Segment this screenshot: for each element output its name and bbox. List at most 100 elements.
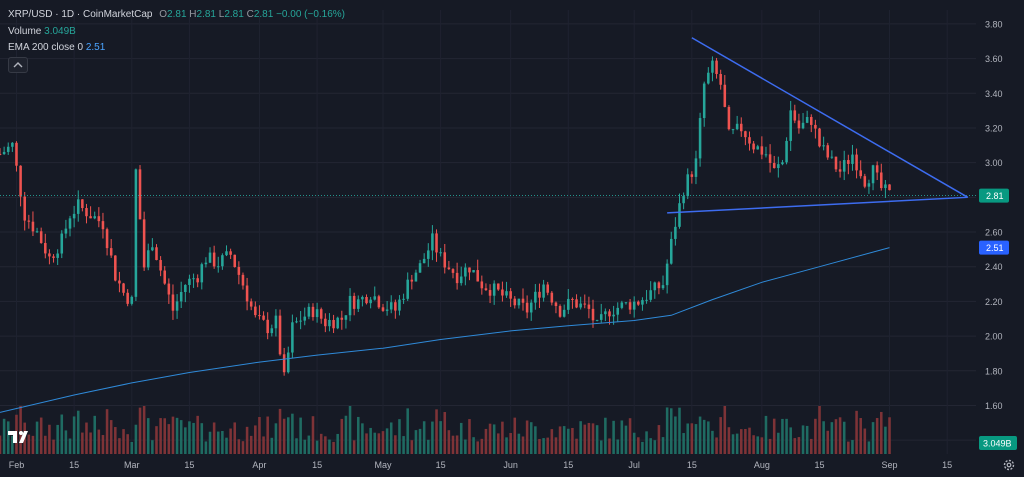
volume-bar [867, 441, 871, 454]
candle [542, 279, 545, 302]
candle [657, 281, 661, 295]
candle-body [694, 158, 698, 177]
candle-body [365, 296, 368, 304]
candle-body [179, 291, 183, 302]
gear-icon[interactable] [1002, 458, 1016, 472]
volume-bar [805, 425, 809, 454]
volume-bar [884, 426, 887, 454]
candle [558, 304, 562, 318]
volume-bar [888, 417, 891, 454]
volume-bar [262, 436, 265, 454]
price-tick-label: 1.80 [985, 366, 1003, 376]
candle-body [468, 267, 471, 273]
candle-body [315, 309, 319, 318]
change-value: −0.00 (−0.16%) [276, 9, 346, 20]
grid [0, 10, 976, 454]
candle [35, 227, 39, 233]
candle [171, 284, 175, 320]
candle-body [402, 298, 405, 300]
candle-body [521, 298, 525, 303]
candle-body [229, 251, 232, 255]
time-tick-label: 15 [815, 460, 825, 470]
volume-bar [809, 438, 813, 454]
candle [27, 214, 31, 229]
candle-body [167, 283, 171, 295]
candle-body [122, 283, 125, 293]
volume-bar [715, 437, 718, 454]
candle-body [797, 120, 801, 129]
candle [777, 156, 780, 178]
candle-body [789, 110, 792, 141]
candle-body [587, 304, 591, 309]
candle-body [373, 296, 377, 300]
candle-body [134, 169, 138, 297]
candle [56, 249, 59, 266]
volume-bar [851, 440, 854, 454]
volume-bar [587, 422, 591, 454]
candle-body [311, 306, 315, 318]
candles[interactable] [0, 56, 891, 376]
candle-body [554, 302, 558, 307]
candle [385, 301, 389, 316]
candle-body [476, 270, 479, 282]
candle [319, 307, 323, 324]
collapse-legend-button[interactable] [8, 57, 28, 73]
candle-body [550, 292, 554, 303]
time-tick-label: 15 [436, 460, 446, 470]
candle-body [60, 233, 64, 254]
candle [295, 317, 298, 324]
candle-body [171, 294, 175, 311]
candle-body [286, 352, 290, 373]
candle [814, 119, 817, 139]
candle-body [6, 146, 10, 152]
volume-bar [546, 437, 549, 454]
time-axis[interactable]: Feb 15 Mar 15 Apr 15 May 15 Jun 15 Jul 15 Aug 15 Sep 15 [9, 460, 952, 470]
symbol-title[interactable]: XRP/USD · 1D · CoinMarketCap [8, 9, 153, 20]
volume-bar [155, 426, 158, 454]
volume-bar [744, 428, 747, 454]
candle [151, 238, 154, 252]
candle [674, 217, 677, 246]
candle [394, 299, 397, 319]
volume-bar [118, 438, 121, 454]
volume-bar [39, 417, 43, 454]
volume-bar [307, 435, 311, 454]
volume-bar [357, 416, 360, 454]
candle-body [768, 154, 772, 163]
candle-body [435, 233, 438, 253]
candle [529, 299, 533, 321]
candle [834, 156, 838, 173]
candle [484, 283, 488, 292]
price-axis-bg [976, 0, 1024, 475]
volume-bar [385, 428, 389, 454]
candle [513, 296, 517, 309]
volume-bar [85, 422, 88, 454]
candle [155, 244, 158, 261]
candle [225, 245, 228, 257]
candle-body [319, 309, 323, 319]
candle-body [739, 123, 743, 132]
candle-body [546, 284, 549, 293]
candle-body [270, 328, 274, 334]
trendlines[interactable] [667, 37, 969, 214]
volume-bar [501, 421, 504, 454]
candle-body [35, 231, 39, 233]
ema-label[interactable]: EMA 200 close 0 [8, 42, 84, 53]
candle [23, 191, 26, 231]
volume-label[interactable]: Volume [8, 26, 42, 37]
volume-bar [48, 424, 51, 454]
volume-bar [151, 440, 154, 454]
candle-body [616, 307, 619, 315]
ema-value: 2.51 [85, 42, 106, 53]
volume-bar [727, 427, 731, 454]
volume-bar [270, 437, 274, 454]
volume-bar [579, 421, 582, 454]
price-axis[interactable]: 3.803.603.403.203.002.802.602.402.202.00… [976, 0, 1024, 475]
candle [0, 148, 2, 156]
candle [44, 233, 47, 259]
volume-bar [89, 432, 92, 454]
candle-body [340, 317, 344, 320]
tradingview-logo-icon[interactable] [7, 428, 33, 446]
volume-bar [439, 421, 442, 454]
